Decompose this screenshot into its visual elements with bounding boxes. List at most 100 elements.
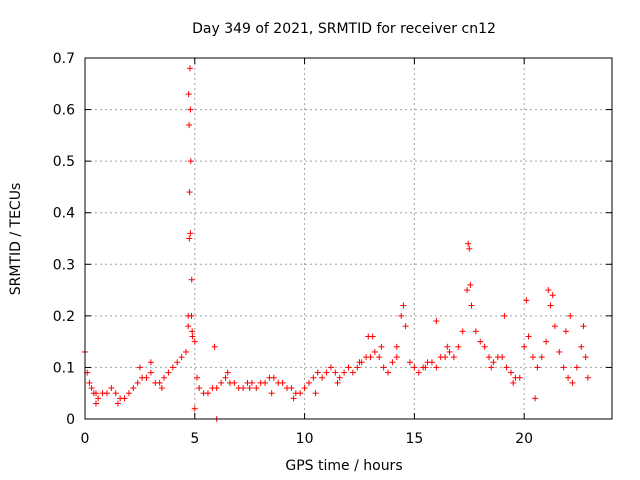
data-point: [466, 245, 473, 252]
data-point: [488, 364, 495, 371]
x-tick-label: 15: [405, 431, 423, 447]
data-point: [444, 343, 451, 350]
data-point: [341, 369, 348, 376]
data-point: [560, 364, 567, 371]
data-point: [270, 374, 277, 381]
data-point: [547, 302, 554, 309]
data-point: [389, 359, 396, 366]
data-point: [158, 385, 165, 392]
data-point: [314, 369, 321, 376]
data-point: [562, 328, 569, 335]
data-point: [248, 379, 255, 386]
data-point: [468, 302, 475, 309]
data-point: [147, 359, 154, 366]
data-point: [185, 91, 192, 98]
data-point: [161, 374, 168, 381]
data-point: [108, 385, 115, 392]
data-point: [121, 395, 128, 402]
data-point: [433, 318, 440, 325]
data-point: [191, 338, 198, 345]
data-point: [477, 338, 484, 345]
data-point: [218, 379, 225, 386]
data-point: [174, 359, 181, 366]
data-point: [523, 297, 530, 304]
data-points: [82, 65, 591, 422]
data-point: [196, 385, 203, 392]
data-point: [262, 379, 269, 386]
data-point: [433, 364, 440, 371]
data-point: [455, 343, 462, 350]
data-point: [400, 302, 407, 309]
axis-ticks: [84, 57, 612, 420]
data-point: [573, 364, 580, 371]
data-point: [185, 323, 192, 330]
y-tick-label: 0.6: [53, 103, 75, 119]
data-point: [165, 369, 172, 376]
data-point: [534, 364, 541, 371]
x-tick-label: 10: [296, 431, 314, 447]
data-point: [378, 343, 385, 350]
data-point: [188, 276, 195, 283]
data-point: [354, 364, 361, 371]
data-point: [134, 379, 141, 386]
data-point: [578, 343, 585, 350]
data-point: [501, 312, 508, 319]
data-point: [529, 354, 536, 361]
plot-frame: [84, 57, 613, 420]
data-point: [297, 390, 304, 397]
data-point: [334, 379, 341, 386]
data-point: [323, 369, 330, 376]
data-point: [380, 364, 387, 371]
data-point: [290, 395, 297, 402]
data-point: [253, 385, 260, 392]
data-point: [582, 354, 589, 361]
data-point: [428, 359, 435, 366]
data-point: [415, 369, 422, 376]
y-tick-label: 0.3: [53, 257, 75, 273]
x-tick-label: 20: [515, 431, 533, 447]
data-point: [92, 400, 99, 407]
data-point: [186, 122, 193, 129]
chart-title: Day 349 of 2021, SRMTID for receiver cn1…: [192, 21, 496, 37]
data-point: [367, 354, 374, 361]
data-point: [376, 354, 383, 361]
data-point: [567, 312, 574, 319]
data-point: [356, 359, 363, 366]
data-point: [481, 343, 488, 350]
y-tick-label: 0.4: [53, 206, 75, 222]
data-point: [545, 287, 552, 294]
data-point: [114, 400, 121, 407]
data-point: [521, 343, 528, 350]
data-point: [565, 374, 572, 381]
data-point: [186, 189, 193, 196]
data-point: [532, 395, 539, 402]
data-point: [349, 369, 356, 376]
data-point: [187, 230, 194, 237]
data-point: [371, 348, 378, 355]
data-point: [92, 390, 99, 397]
data-point: [143, 374, 150, 381]
y-axis-label: SRMTID / TECUs: [8, 183, 24, 296]
data-point: [189, 328, 196, 335]
data-point: [580, 323, 587, 330]
data-point: [551, 323, 558, 330]
data-point: [125, 390, 132, 397]
data-point: [186, 65, 193, 72]
y-tick-label: 0.2: [53, 309, 75, 325]
data-point: [549, 292, 556, 299]
data-point: [246, 385, 253, 392]
data-point: [183, 348, 190, 355]
data-point: [279, 379, 286, 386]
data-point: [185, 312, 192, 319]
data-point: [459, 328, 466, 335]
data-point: [516, 374, 523, 381]
x-tick-label: 0: [81, 431, 90, 447]
data-point: [288, 385, 295, 392]
data-point: [301, 385, 308, 392]
data-point: [464, 287, 471, 294]
data-point: [169, 364, 176, 371]
data-point: [490, 359, 497, 366]
data-point: [211, 343, 218, 350]
data-point: [510, 379, 517, 386]
